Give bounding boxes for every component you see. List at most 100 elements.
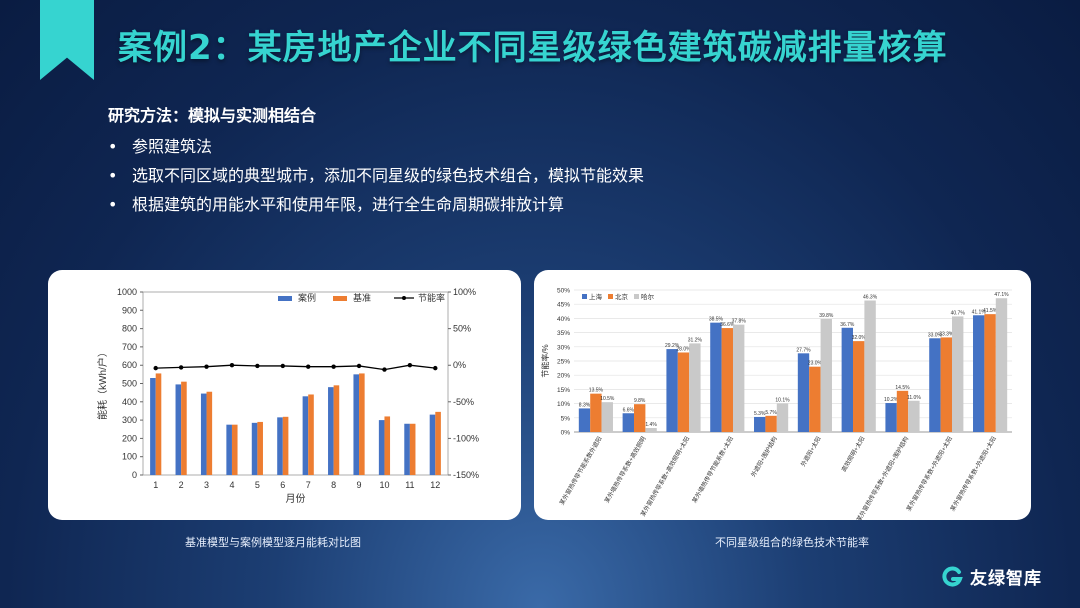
legend-swatch — [608, 294, 613, 299]
bar-case — [150, 378, 156, 475]
bullet-item: • 参照建筑法 — [108, 132, 644, 161]
bar-1 — [590, 393, 602, 432]
category-label: 某外墙热传导系数+高效照明 — [603, 435, 648, 504]
data-label: 9.8% — [634, 398, 646, 404]
data-label: 46.3% — [863, 295, 878, 301]
monthly-energy-chart: 0 100 200 300 400 500 600 700 800 900 1000 100% 50% 0… — [96, 287, 479, 505]
data-label: 40.7% — [951, 310, 966, 316]
x-tick-label: 11 — [405, 480, 414, 490]
saving-rate-point — [407, 363, 413, 368]
data-label: 32.0% — [852, 335, 867, 341]
x-tick-label: 12 — [430, 480, 440, 490]
bar-2 — [995, 298, 1008, 432]
data-label: 37.8% — [732, 319, 747, 325]
data-label: 33.3% — [939, 331, 954, 337]
data-label: 5.7% — [765, 410, 777, 416]
bar-baseline — [206, 391, 213, 475]
y-tick-label: 25% — [557, 359, 570, 366]
data-label: 36.7% — [840, 322, 855, 328]
y-axis-label: 能耗（kWh/户） — [96, 347, 109, 420]
y-tick-label: 700 — [122, 342, 137, 352]
y-tick-label: 20% — [557, 373, 570, 380]
bullet-item: • 根据建筑的用能水平和使用年限，进行全生命周期碳排放计算 — [108, 190, 644, 219]
bar-0 — [885, 403, 897, 432]
data-label: 14.5% — [895, 385, 910, 391]
category-label: 某外窗热传导系数+外遮阳+围护结构 — [855, 435, 910, 520]
legend-marker — [402, 296, 406, 300]
plot-frame — [142, 291, 449, 476]
saving-rate-point — [204, 364, 209, 369]
bar-2 — [601, 402, 613, 432]
y-tick-label: 35% — [557, 330, 570, 337]
x-tick-label: 1 — [153, 480, 158, 490]
bullet-text: 选取不同区域的典型城市，添加不同星级的绿色技术组合，模拟节能效果 — [132, 166, 645, 185]
bar-case — [251, 422, 258, 475]
data-label: 10.1% — [775, 397, 790, 403]
data-label: 38.5% — [709, 317, 724, 323]
bar-case — [404, 423, 410, 475]
method-heading: 研究方法：模拟与实测相结合 — [108, 106, 317, 125]
x-tick-label: 10 — [379, 480, 389, 490]
y-tick-label: 900 — [122, 305, 137, 315]
bar-baseline — [435, 411, 441, 475]
data-label: 5.3% — [754, 411, 766, 417]
y-tick-label: 400 — [122, 397, 137, 407]
y-tick-label: 300 — [122, 415, 137, 425]
bar-baseline — [155, 373, 162, 475]
data-label: 6.6% — [623, 407, 635, 413]
bar-baseline — [333, 385, 340, 475]
saving-rate-point — [306, 364, 311, 369]
method-section: 研究方法：模拟与实测相结合 • 参照建筑法 • 选取不同区域的典型城市，添加不同星级… — [108, 102, 644, 219]
legend-label: 哈尔 — [641, 292, 655, 301]
brand-logo: 友绿智库 — [942, 564, 1042, 589]
data-label: 23.0% — [808, 361, 823, 367]
saving-rate-point — [178, 365, 184, 370]
x-tick-label: 9 — [357, 480, 362, 490]
category-label: 某外窗热传导系数+高效照明+太阳 — [639, 435, 691, 518]
data-label: 11.0% — [907, 395, 921, 401]
data-label: 13.5% — [589, 388, 604, 394]
y-tick-label: 45% — [557, 302, 570, 309]
saving-rate-point — [153, 365, 158, 371]
bar-0 — [929, 338, 941, 432]
legend-swatch — [333, 296, 347, 301]
y-tick-label: 50% — [557, 288, 570, 295]
legend-label: 基准 — [353, 292, 371, 303]
category-label: 某外墙热传导节能系数+太阳 — [690, 435, 735, 504]
bar-case — [277, 417, 283, 475]
bar-1 — [634, 404, 646, 432]
saving-rate-point — [255, 363, 260, 369]
y-tick-label: 600 — [122, 360, 137, 370]
y2-tick-label: -100% — [453, 433, 479, 443]
y-tick-label: 40% — [557, 316, 570, 323]
bar-2 — [864, 300, 876, 432]
category-label: 高效照明+太阳 — [840, 435, 867, 473]
bar-2 — [908, 400, 920, 432]
monthly-energy-chart-panel: 0 100 200 300 400 500 600 700 800 900 1000 100% 50% 0… — [48, 270, 521, 520]
category-label: 外遮阳+围护结构 — [749, 435, 779, 478]
bullet-dot-icon: • — [108, 137, 118, 156]
y-axis-label: 节能率/% — [540, 344, 550, 377]
y-tick-label: 30% — [557, 344, 570, 351]
y2-tick-label: 50% — [453, 324, 471, 334]
saving-rate-point — [433, 365, 438, 371]
bar-0 — [578, 408, 591, 432]
bar-2 — [689, 343, 701, 432]
y-tick-label: 10% — [557, 401, 570, 408]
bar-2 — [951, 316, 964, 432]
data-label: 1.4% — [645, 422, 657, 428]
right-chart-caption: 不同星级组合的绿色技术节能率 — [715, 536, 869, 549]
y-tick-label: 15% — [557, 387, 570, 394]
x-tick-label: 3 — [204, 480, 209, 490]
x-tick-label: 8 — [331, 480, 336, 490]
x-tick-label: 6 — [280, 480, 285, 490]
bar-1 — [940, 337, 952, 432]
bar-1 — [984, 314, 996, 432]
data-label: 41.5% — [983, 308, 998, 314]
bar-baseline — [384, 416, 391, 475]
saving-rate-point — [356, 363, 362, 369]
logo-text: 友绿智库 — [970, 569, 1042, 589]
data-label: 36.6% — [720, 322, 735, 328]
y-tick-label: 200 — [122, 433, 137, 443]
data-label: 31.2% — [688, 337, 703, 343]
